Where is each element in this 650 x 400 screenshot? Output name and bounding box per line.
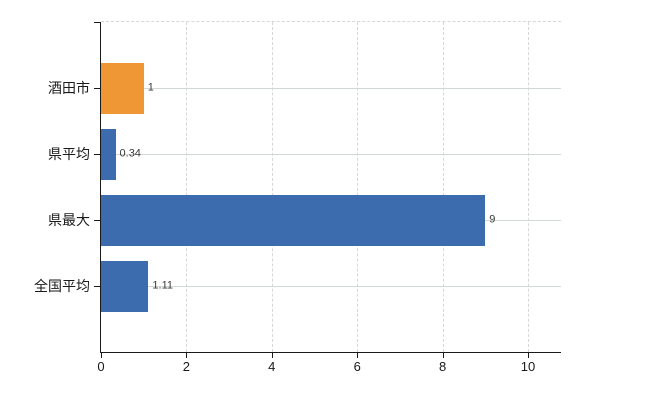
gridline-vertical xyxy=(357,22,359,352)
bar xyxy=(101,62,144,114)
x-axis-tick xyxy=(357,352,359,358)
category-label: 県平均 xyxy=(48,146,90,162)
x-axis-tick xyxy=(528,352,529,358)
y-axis-tick xyxy=(94,286,101,287)
gridline-vertical xyxy=(186,22,188,352)
category-label: 全国平均 xyxy=(34,278,90,294)
x-axis-tick xyxy=(271,352,273,358)
gridline-horizontal xyxy=(101,154,561,155)
bar xyxy=(101,260,149,312)
gridline-vertical xyxy=(528,22,529,352)
bar-value-label: 0.34 xyxy=(119,147,141,160)
x-axis-tick-label: 8 xyxy=(438,359,447,374)
x-axis-tick-label: 4 xyxy=(268,359,276,374)
y-axis-tick xyxy=(94,220,101,221)
bar xyxy=(101,194,486,246)
gridline-horizontal xyxy=(101,286,561,287)
x-axis-tick-label: 2 xyxy=(182,359,190,374)
bar xyxy=(101,128,116,180)
bar-value-label: 1 xyxy=(147,81,154,94)
y-axis-tick xyxy=(94,154,101,155)
gridline-top xyxy=(101,21,561,22)
x-axis-tick-label: 0 xyxy=(97,359,105,374)
y-axis-top-tick xyxy=(94,22,101,23)
gridline-horizontal xyxy=(101,88,561,89)
plot-area: 0 2 4 6 8 10 酒田市 1 県平均 0.34 県最大 9 全国平均 1.11 xyxy=(34,21,561,373)
x-axis-tick xyxy=(186,352,188,358)
x-axis-tick xyxy=(101,352,102,358)
bar-value-label: 9 xyxy=(489,213,496,226)
x-axis-tick-label: 10 xyxy=(520,359,536,374)
gridline-vertical xyxy=(442,22,444,352)
x-axis-tick xyxy=(442,352,444,358)
x-axis-tick-label: 6 xyxy=(353,359,361,374)
category-label: 県最大 xyxy=(48,212,90,228)
y-axis-tick xyxy=(94,88,101,89)
category-label: 酒田市 xyxy=(48,80,90,96)
gridline-vertical xyxy=(271,22,273,352)
bar-value-label: 1.11 xyxy=(152,279,173,292)
